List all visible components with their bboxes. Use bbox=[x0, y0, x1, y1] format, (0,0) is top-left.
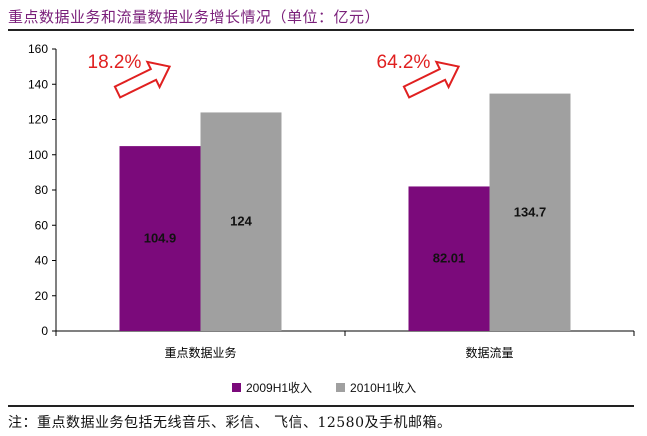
footnote: 注：重点数据业务包括无线音乐、彩信、 飞信、12580及手机邮箱。 bbox=[8, 415, 452, 431]
y-tick-label: 140 bbox=[28, 77, 48, 91]
growth-arrow-shape bbox=[113, 60, 172, 99]
x-category-label: 重点数据业务 bbox=[164, 345, 236, 360]
legend: 2009H1收入 2010H1收入 bbox=[232, 379, 416, 396]
bar-value-label: 134.7 bbox=[514, 204, 547, 219]
y-tick-label: 160 bbox=[28, 42, 48, 56]
bar-value-label: 82.01 bbox=[433, 251, 466, 266]
legend-swatch-2009 bbox=[232, 383, 241, 392]
legend-label-2010: 2010H1收入 bbox=[350, 381, 417, 395]
legend-swatch-2010 bbox=[336, 383, 346, 392]
chart-title: 重点数据业务和流量数据业务增长情况（单位：亿元） bbox=[8, 8, 381, 26]
x-category-label: 数据流量 bbox=[465, 345, 513, 360]
y-tick-label: 0 bbox=[41, 324, 48, 338]
y-tick-label: 100 bbox=[28, 148, 48, 162]
bar bbox=[119, 146, 201, 331]
growth-arrow bbox=[402, 60, 461, 99]
legend-label-2009: 2009H1收入 bbox=[246, 381, 313, 395]
y-tick-label: 120 bbox=[28, 113, 48, 127]
y-tick-label: 80 bbox=[35, 183, 49, 197]
growth-arrow bbox=[113, 60, 172, 99]
bar bbox=[408, 186, 490, 331]
bar bbox=[489, 93, 571, 331]
growth-annotation: 64.2% bbox=[377, 52, 431, 73]
top-rule bbox=[8, 29, 634, 31]
bottom-rule bbox=[8, 405, 634, 407]
bar-value-label: 124 bbox=[230, 214, 252, 229]
bar-value-label: 104.9 bbox=[144, 231, 177, 246]
y-tick-label: 40 bbox=[35, 254, 49, 268]
legend-item-2010: 2010H1收入 bbox=[336, 379, 416, 396]
y-tick-label: 20 bbox=[35, 289, 49, 303]
growth-annotation: 18.2% bbox=[88, 52, 142, 73]
y-tick-label: 60 bbox=[35, 218, 49, 232]
growth-arrow-shape bbox=[402, 60, 461, 99]
legend-item-2009: 2009H1收入 bbox=[232, 379, 312, 396]
bar bbox=[200, 112, 282, 331]
